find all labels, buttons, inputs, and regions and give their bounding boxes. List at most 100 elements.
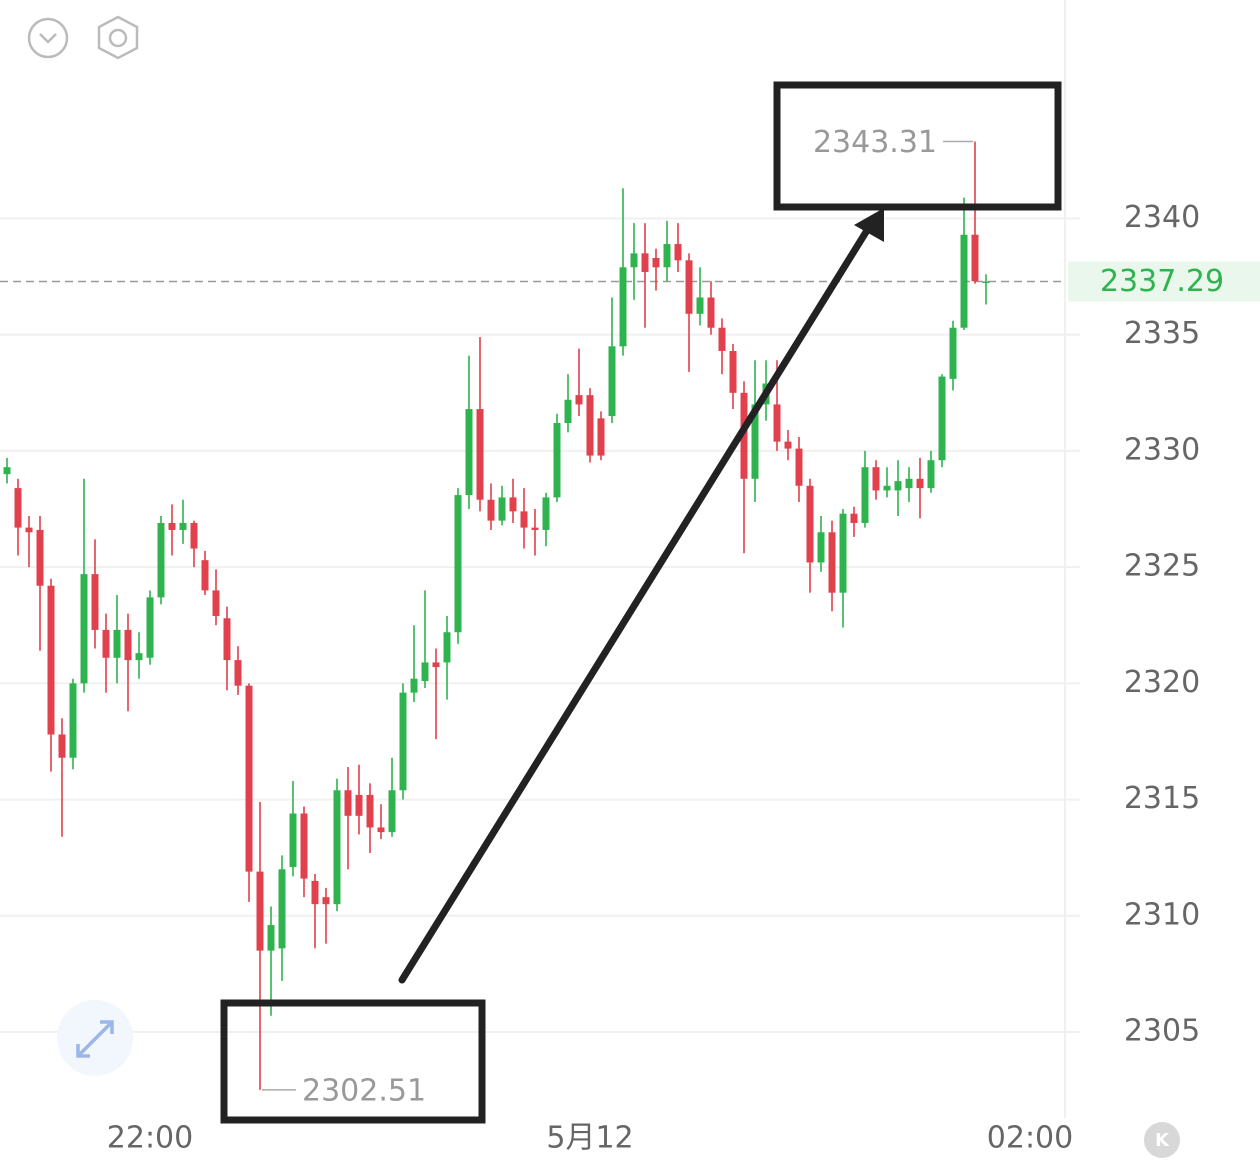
candle-body (553, 423, 561, 498)
dropdown-icon[interactable] (27, 17, 69, 59)
candle-body (872, 467, 880, 491)
candle-body (333, 790, 341, 905)
candle-body (641, 253, 649, 272)
candle-body (388, 790, 396, 833)
candle-body (487, 499, 495, 521)
candle-body (839, 513, 847, 593)
candle-body (432, 662, 440, 668)
y-tick-label: 2335 (1124, 316, 1200, 351)
candle-body (300, 813, 308, 879)
x-tick-label: 02:00 (987, 1121, 1073, 1156)
candle-body (718, 327, 726, 351)
candle-body (113, 629, 121, 658)
candle-body (630, 253, 638, 268)
y-tick-label: 2320 (1124, 665, 1200, 700)
settings-icon-core (108, 28, 128, 48)
arrow-head (854, 208, 884, 242)
candle-body (245, 685, 253, 872)
candle-body (927, 460, 935, 489)
candle-body (663, 244, 671, 268)
candle-body (311, 880, 319, 905)
candle-body (828, 532, 836, 593)
candle-body (982, 281, 990, 283)
candle-body (509, 497, 517, 512)
candle-body (806, 485, 814, 563)
candle-body (91, 574, 99, 630)
candle-body (212, 590, 220, 616)
kline-button[interactable] (1144, 1122, 1180, 1158)
y-tick-label: 2325 (1124, 549, 1200, 584)
last-price-badge (1068, 261, 1260, 302)
candles (3, 141, 990, 1090)
candle-body (124, 629, 132, 661)
candle-body (575, 395, 583, 405)
candle-body (14, 488, 22, 528)
x-tick-label: 22:00 (107, 1121, 193, 1156)
settings-icon[interactable] (97, 15, 139, 60)
y-tick-label: 2310 (1124, 897, 1200, 932)
candle-body (652, 258, 660, 268)
candle-body (366, 794, 374, 828)
candle-body (784, 441, 792, 449)
candle-body (674, 244, 682, 261)
y-tick-label: 2315 (1124, 781, 1200, 816)
x-tick-label: 5月12 (546, 1121, 633, 1156)
candle-body (267, 925, 275, 951)
low-box (220, 999, 486, 1124)
arrow-line (398, 228, 870, 984)
candle-body (410, 678, 418, 693)
candle-body (168, 522, 176, 530)
candle-body (102, 629, 110, 658)
candle-body (454, 495, 462, 633)
candle-body (223, 618, 231, 661)
candle-body (905, 478, 913, 489)
candle-body (476, 409, 484, 500)
min-label: 2302.51 (302, 1073, 426, 1108)
candle-body (256, 871, 264, 951)
candle-body (80, 574, 88, 684)
candle-body (179, 522, 187, 530)
candle-body (157, 522, 165, 598)
candle-body (135, 653, 143, 661)
candle-body (234, 660, 242, 686)
candle-body (597, 418, 605, 456)
y-tick-label: 2340 (1124, 200, 1200, 235)
candle-body (3, 467, 11, 475)
high-box (773, 81, 1062, 211)
candle-body (498, 497, 506, 521)
candle-body (586, 395, 594, 456)
candle-body (773, 404, 781, 442)
candle-body (916, 478, 924, 489)
candle-body (520, 511, 528, 528)
candle-body (443, 632, 451, 663)
candle-body (47, 585, 55, 735)
expand-icon (76, 1020, 114, 1058)
candle-body (399, 692, 407, 791)
candle-body (707, 297, 715, 328)
candle-body (289, 813, 297, 867)
candle-body (564, 399, 572, 424)
candle-body (344, 790, 352, 816)
candle-body (883, 485, 891, 491)
candle-body (894, 481, 902, 491)
candle-body (146, 597, 154, 658)
candle-body (58, 734, 66, 758)
candle-body (850, 513, 858, 523)
candle-body (531, 527, 539, 530)
candle-body (201, 560, 209, 591)
candle-body (190, 522, 198, 549)
max-label: 2343.31 (813, 125, 937, 160)
candle-body (861, 467, 869, 523)
candle-body (25, 527, 33, 533)
candle-body (36, 529, 44, 586)
candle-body (322, 897, 330, 905)
y-tick-label: 2330 (1124, 432, 1200, 467)
candle-body (696, 297, 704, 314)
candle-body (740, 392, 748, 479)
candle-body (949, 327, 957, 379)
candle-body (960, 234, 968, 328)
dropdown-chevron (39, 33, 57, 44)
candle-body (421, 662, 429, 682)
